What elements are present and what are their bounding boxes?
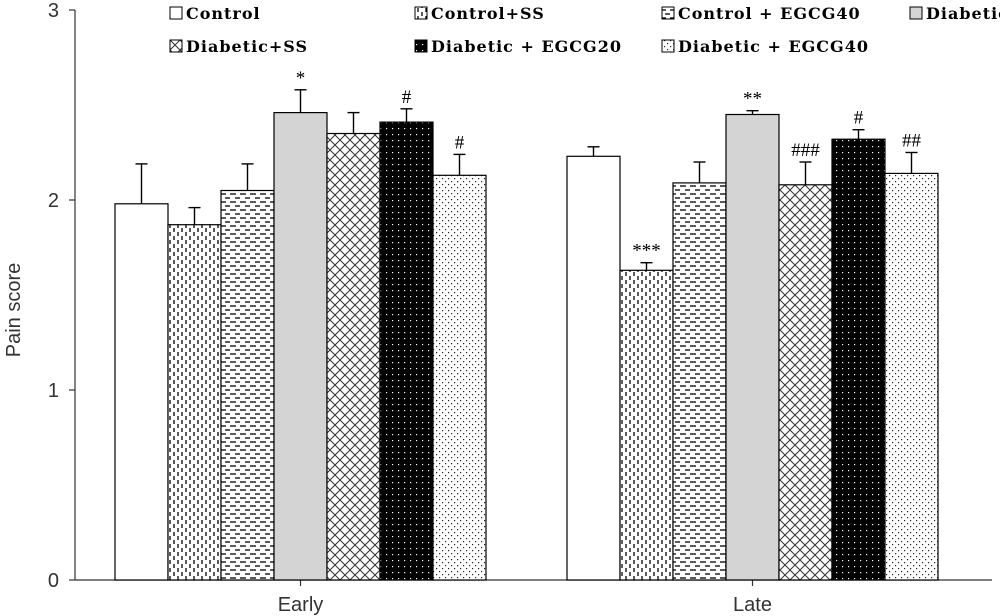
significance-label: ** [743,89,762,110]
x-tick-label: Late [733,594,772,616]
bar-early-7 [432,174,487,581]
legend-swatch [661,6,675,20]
significance-label: # [455,132,465,153]
legend-label: Control [186,4,261,23]
bar-late-1 [566,155,621,581]
significance-label: # [854,108,864,129]
y-axis: 0 1 2 3 [48,0,76,592]
bar-early-3 [220,189,275,581]
bar-late-7 [884,172,939,581]
legend-label: Diabetic+SS [186,37,308,56]
significance-label: ### [791,140,820,161]
legend-label: Diabetic [926,4,1000,23]
bar-late-6 [831,138,886,581]
y-tick-label: 0 [48,570,59,592]
legend-label: Diabetic + EGCG40 [678,37,869,56]
legend-swatch [414,6,428,20]
legend-swatch [169,6,183,20]
bar-late-5 [778,184,833,581]
bar-late-4 [725,113,780,581]
significance-label: ## [902,131,922,152]
legend-swatch [414,39,428,53]
bar-early-6 [379,121,434,581]
legend-label: Control + EGCG40 [678,4,861,23]
bar-early-5 [326,132,381,581]
y-tick-label: 2 [48,190,59,212]
bar-late-3 [672,182,727,581]
y-axis-title: Pain score [3,263,25,358]
bar-late-2 [619,269,674,581]
legend-swatch [661,39,675,53]
x-tick-label: Early [278,594,324,616]
bar-early-4 [273,111,328,581]
legend-label: Diabetic + EGCG20 [431,37,622,56]
bars-layer: *##*****###### [114,68,939,581]
y-tick-label: 3 [48,0,59,22]
y-tick-label: 1 [48,380,59,402]
significance-label: # [402,87,412,108]
bar-early-2 [167,224,222,581]
legend-label: Control+SS [431,4,545,23]
legend-swatch [169,39,183,53]
legend: Control Control+SS Control + EGCG40 Diabeti… [169,4,1000,56]
significance-label: * [296,68,306,89]
significance-label: *** [632,241,661,262]
legend-swatch [909,6,923,20]
bar-early-1 [114,203,169,581]
x-axis: Early Late [75,579,992,616]
